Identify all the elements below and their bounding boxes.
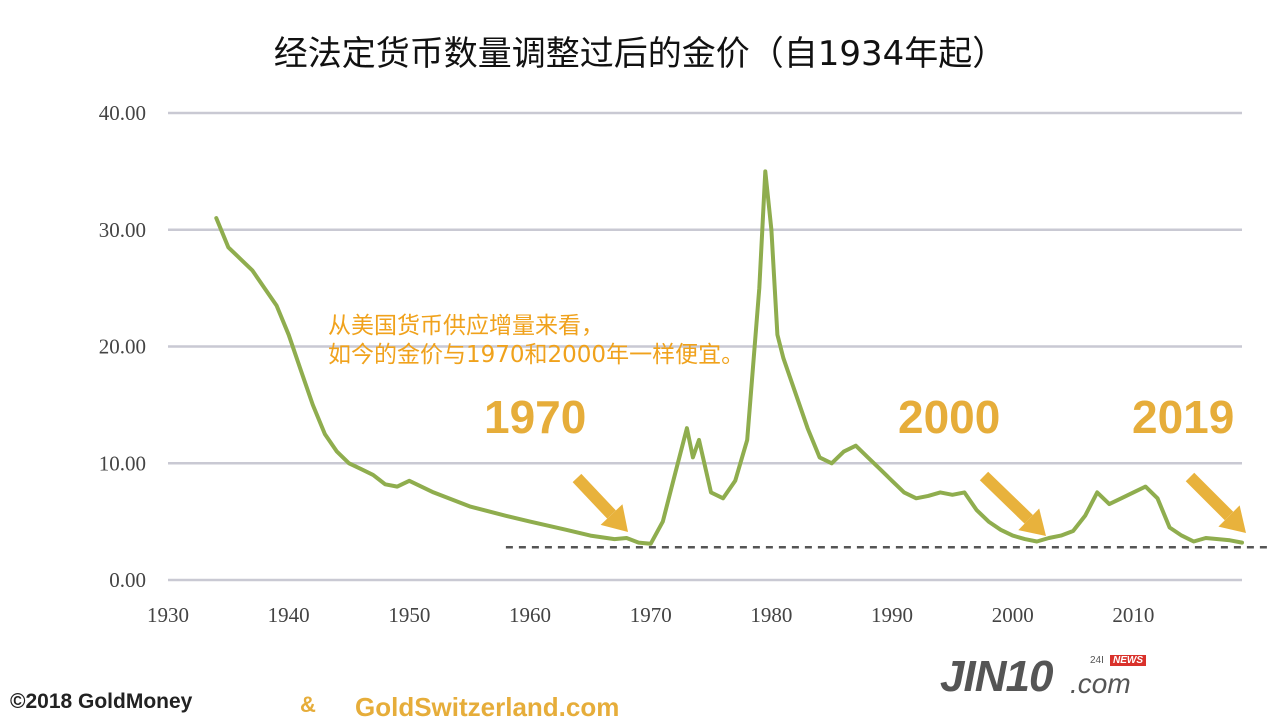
x-tick-label: 1980: [750, 603, 792, 627]
year-label-1970: 1970: [484, 391, 587, 443]
annotation-line-1: 从美国货币供应增量来看，: [328, 313, 604, 339]
logo-com-text: .com: [1070, 668, 1131, 699]
footer-ampersand: &: [300, 692, 316, 717]
x-tick-label: 1940: [268, 603, 310, 627]
arrow-1970: [572, 473, 628, 532]
arrow-1970-shaft: [572, 473, 616, 519]
y-tick-label: 20.00: [99, 335, 146, 359]
arrow-2000-head: [1018, 508, 1046, 536]
arrow-2000-shaft: [979, 471, 1033, 524]
x-tick-label: 1930: [147, 603, 189, 627]
arrow-1970-head: [600, 504, 628, 532]
y-tick-label: 30.00: [99, 218, 146, 242]
arrow-2019-head: [1218, 505, 1246, 533]
x-tick-label: 1960: [509, 603, 551, 627]
x-tick-label: 1970: [630, 603, 672, 627]
series-line-0: [214, 169, 1244, 546]
logo-news-badge: NEWS: [1110, 655, 1146, 666]
y-axis-tick-labels: 0.00 10.00 20.00 30.00 40.00: [99, 101, 146, 592]
x-axis-tick-labels: 1930 1940 1950 1960 1970 1980 1990 2000 2010: [147, 603, 1154, 627]
arrow-2019-shaft: [1185, 472, 1234, 521]
annotation-line-2: 如今的金价与1970和2000年一样便宜。: [328, 342, 745, 368]
series-group: [214, 169, 1244, 546]
logo-main-text: JIN10: [940, 652, 1053, 701]
year-label-2019: 2019: [1132, 391, 1235, 443]
footer-copyright: ©2018 GoldMoney: [10, 690, 193, 713]
chart-title: 经法定货币数量调整过后的金价（自1934年起）: [273, 34, 1007, 74]
y-tick-label: 0.00: [109, 568, 146, 592]
arrows-group: [572, 471, 1246, 536]
arrow-2019: [1185, 472, 1246, 533]
logo-superscript: 24I: [1090, 655, 1104, 666]
year-label-2000: 2000: [898, 391, 1001, 443]
footer-site: GoldSwitzerland.com: [355, 692, 620, 722]
y-tick-label: 10.00: [99, 451, 146, 475]
x-tick-label: 1990: [871, 603, 913, 627]
arrow-2000: [979, 471, 1046, 536]
chart-annotation: 从美国货币供应增量来看， 如今的金价与1970和2000年一样便宜。: [328, 312, 744, 370]
x-tick-label: 2000: [992, 603, 1034, 627]
x-tick-label: 1950: [388, 603, 430, 627]
y-tick-label: 40.00: [99, 101, 146, 125]
x-tick-label: 2010: [1112, 603, 1154, 627]
jin10-logo: JIN10 .com 24I NEWS: [940, 652, 1146, 702]
